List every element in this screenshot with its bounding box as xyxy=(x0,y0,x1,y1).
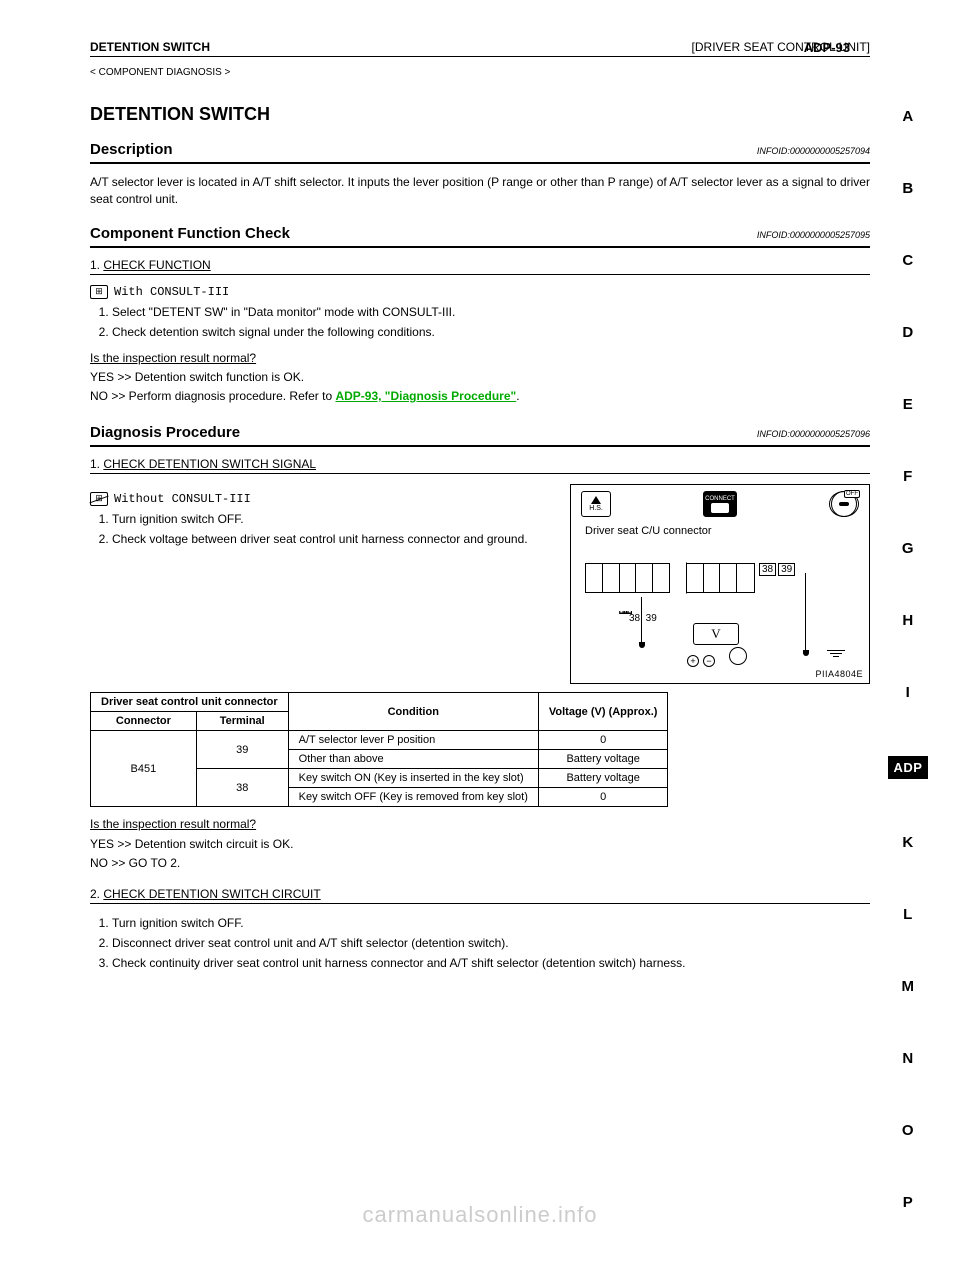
side-letter: G xyxy=(888,540,928,557)
voltmeter: V +− xyxy=(681,623,751,665)
meter-display: V xyxy=(693,623,739,645)
info-id: INFOID:0000000005257095 xyxy=(757,230,870,240)
side-letter: F xyxy=(888,468,928,485)
step-number: 1. xyxy=(90,258,100,272)
brace-label: 38, 39 xyxy=(629,613,657,624)
cell: A/T selector lever P position xyxy=(288,731,538,750)
side-letter: L xyxy=(888,906,928,923)
side-letter: N xyxy=(888,1050,928,1067)
consult-icon: ⊞ xyxy=(90,285,108,299)
with-consult-row: ⊞ With CONSULT-III xyxy=(90,285,870,299)
hs-icon: H.S. xyxy=(581,491,611,517)
diagnosis-procedure-heading: Diagnosis Procedure xyxy=(90,424,240,441)
cell: 39 xyxy=(196,731,288,769)
side-index: A B C D E F G H I ADP K L M N O P xyxy=(888,108,928,1266)
breadcrumb: < COMPONENT DIAGNOSIS > xyxy=(90,67,870,78)
step-label: CHECK DETENTION SWITCH CIRCUIT xyxy=(103,887,320,901)
table-header: Connector xyxy=(91,712,197,731)
table-group-header: Driver seat control unit connector xyxy=(91,693,289,712)
step-number: 2. xyxy=(90,887,100,901)
list-item: Check voltage between driver seat contro… xyxy=(112,530,556,548)
side-letter: B xyxy=(888,180,928,197)
cell: Key switch ON (Key is inserted in the ke… xyxy=(288,769,538,788)
list-item: Turn ignition switch OFF. xyxy=(112,914,870,932)
step-label: CHECK FUNCTION xyxy=(103,258,210,272)
cell: Battery voltage xyxy=(538,750,668,769)
without-consult-text: Without CONSULT-III xyxy=(114,492,251,506)
page-content: DETENTION SWITCH [DRIVER SEAT CONTROL UN… xyxy=(90,40,870,974)
brace-graphic: ⎵⎵⎵ xyxy=(619,597,629,615)
result-no: NO >> GO TO 2. xyxy=(90,854,870,873)
list-item: Check detention switch signal under the … xyxy=(112,323,870,341)
side-letter: M xyxy=(888,978,928,995)
header-title: DETENTION SWITCH xyxy=(90,40,210,54)
key-off-icon: OFF xyxy=(829,491,859,517)
voltage-table: Driver seat control unit connector Condi… xyxy=(90,692,668,807)
side-letter-active: ADP xyxy=(888,756,928,779)
list-item: Select "DETENT SW" in "Data monitor" mod… xyxy=(112,303,870,321)
diagnosis-procedure-link[interactable]: ADP-93, "Diagnosis Procedure" xyxy=(335,389,516,403)
description-body: A/T selector lever is located in A/T shi… xyxy=(90,174,870,209)
result-no-pre: NO >> Perform diagnosis procedure. Refer… xyxy=(90,389,335,403)
result-no-post: . xyxy=(516,389,519,403)
no-consult-icon: ⊞ xyxy=(90,492,108,506)
diagram-label: Driver seat C/U connector xyxy=(585,525,712,538)
cell: 0 xyxy=(538,731,668,750)
pin-label: 39 xyxy=(778,563,795,576)
side-letter: C xyxy=(888,252,928,269)
page-title: DETENTION SWITCH xyxy=(90,104,870,125)
side-letter: A xyxy=(888,108,928,125)
cell: 38 xyxy=(196,769,288,807)
with-consult-text: With CONSULT-III xyxy=(114,285,229,299)
pin-label: 38 xyxy=(759,563,776,576)
side-letter: O xyxy=(888,1122,928,1139)
result-question: Is the inspection result normal? xyxy=(90,349,870,368)
step-label: CHECK DETENTION SWITCH SIGNAL xyxy=(103,457,316,471)
probe-line xyxy=(641,597,642,645)
diagram-code: PIIA4804E xyxy=(815,669,863,679)
list-item: Disconnect driver seat control unit and … xyxy=(112,934,870,952)
connect-icon: CONNECT xyxy=(703,491,737,517)
result-no: NO >> Perform diagnosis procedure. Refer… xyxy=(90,387,870,406)
probe-line xyxy=(805,573,806,653)
connector-graphic xyxy=(585,563,755,593)
cell: B451 xyxy=(91,731,197,807)
result-yes: YES >> Detention switch circuit is OK. xyxy=(90,835,870,854)
cell: 0 xyxy=(538,788,668,807)
cell: Other than above xyxy=(288,750,538,769)
component-check-heading: Component Function Check xyxy=(90,225,290,242)
result-yes: YES >> Detention switch function is OK. xyxy=(90,368,870,387)
table-header: Terminal xyxy=(196,712,288,731)
info-id: INFOID:0000000005257094 xyxy=(757,146,870,156)
step-number: 1. xyxy=(90,457,100,471)
page-number: ADP-93 xyxy=(804,40,850,55)
description-heading: Description xyxy=(90,141,173,158)
pin-labels: 38 39 xyxy=(759,563,795,576)
side-letter: E xyxy=(888,396,928,413)
list-item: Check continuity driver seat control uni… xyxy=(112,954,870,972)
without-consult-row: ⊞ Without CONSULT-III xyxy=(90,492,556,506)
list-item: Turn ignition switch OFF. xyxy=(112,510,556,528)
info-id: INFOID:0000000005257096 xyxy=(757,429,870,439)
wiring-diagram: H.S. CONNECT OFF Driver seat C/U connect… xyxy=(570,484,870,684)
side-letter: H xyxy=(888,612,928,629)
result-question: Is the inspection result normal? xyxy=(90,815,870,834)
side-letter: D xyxy=(888,324,928,341)
table-header: Voltage (V) (Approx.) xyxy=(538,693,668,731)
cell: Battery voltage xyxy=(538,769,668,788)
table-row: B451 39 A/T selector lever P position 0 xyxy=(91,731,668,750)
cell: Key switch OFF (Key is removed from key … xyxy=(288,788,538,807)
watermark: carmanualsonline.info xyxy=(0,1202,960,1228)
side-letter: I xyxy=(888,684,928,701)
side-letter: K xyxy=(888,834,928,851)
ground-symbol xyxy=(827,650,845,657)
table-header: Condition xyxy=(288,693,538,731)
